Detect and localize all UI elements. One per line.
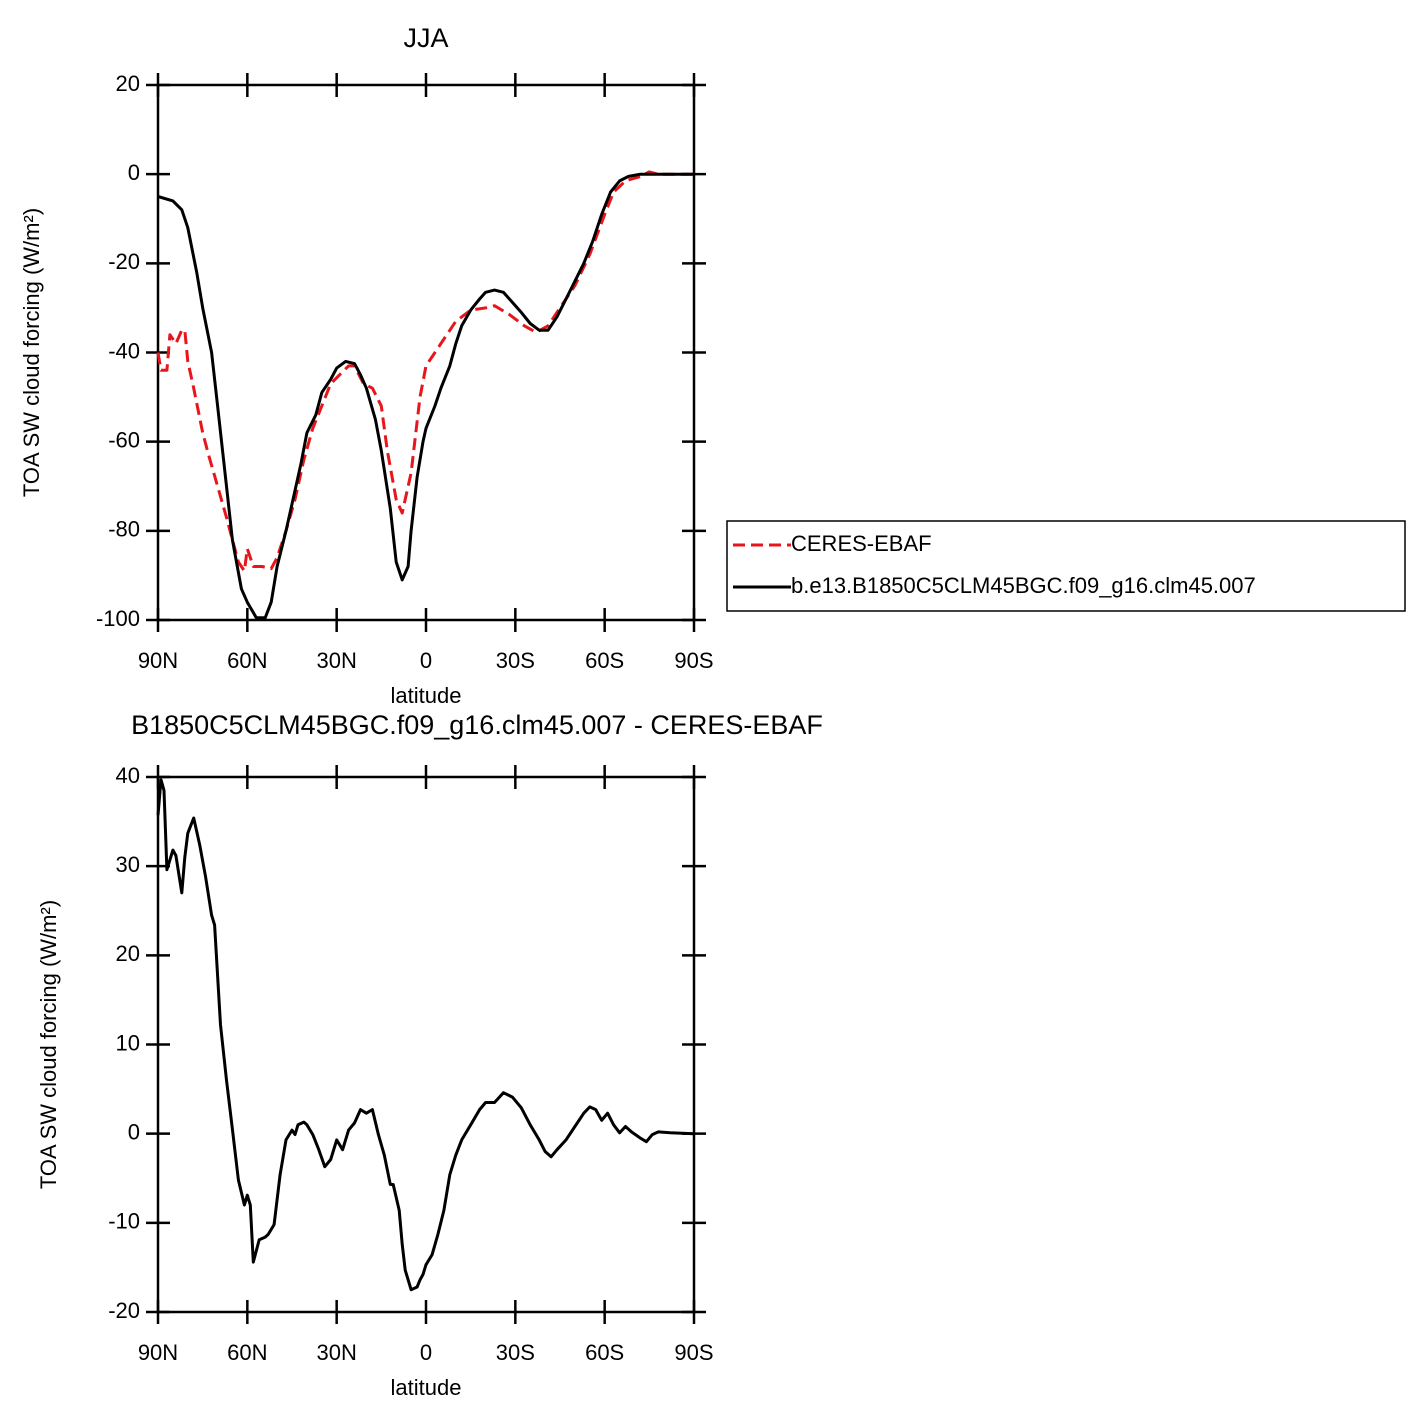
y-tick-label: -10	[108, 1209, 140, 1234]
x-tick-label: 90N	[138, 1340, 178, 1365]
y-tick-label: 0	[128, 1119, 140, 1144]
data-line	[156, 778, 695, 1292]
x-tick-label: 0	[420, 648, 432, 673]
x-tick-label: 30N	[316, 648, 356, 673]
y-tick-label: 40	[116, 763, 140, 788]
y-axis-label: TOA SW cloud forcing (W/m²)	[36, 900, 61, 1189]
x-tick-label: 30S	[496, 648, 535, 673]
x-tick-label: 60N	[227, 1340, 267, 1365]
y-tick-label: 20	[116, 941, 140, 966]
chart-title: B1850C5CLM45BGC.f09_g16.clm45.007 - CERE…	[131, 710, 823, 740]
x-tick-label: 60S	[585, 1340, 624, 1365]
y-tick-label: 0	[128, 160, 140, 185]
x-tick-label: 90S	[674, 648, 713, 673]
x-tick-label: 90S	[674, 1340, 713, 1365]
y-tick-label: -20	[108, 1298, 140, 1323]
plot-frame	[156, 775, 696, 1314]
legend-box	[726, 520, 1406, 612]
x-tick-label: 30N	[316, 1340, 356, 1365]
y-tick-label: -60	[108, 427, 140, 452]
x-tick-label: 60N	[227, 648, 267, 673]
x-tick-label: 90N	[138, 648, 178, 673]
x-tick-label: 30S	[496, 1340, 535, 1365]
legend-label: b.e13.B1850C5CLM45BGC.f09_g16.clm45.007	[791, 573, 1256, 598]
legend-label: CERES-EBAF	[791, 531, 932, 556]
data-line	[157, 172, 694, 620]
x-tick-label: 0	[420, 1340, 432, 1365]
y-tick-label: -100	[96, 606, 140, 631]
y-tick-label: 10	[116, 1030, 140, 1055]
y-tick-label: -20	[108, 249, 140, 274]
x-axis-label: latitude	[391, 1375, 462, 1400]
y-tick-label: 20	[116, 71, 140, 96]
x-tick-label: 60S	[585, 648, 624, 673]
y-tick-label: -40	[108, 338, 140, 363]
y-tick-label: -80	[108, 517, 140, 542]
data-line	[156, 170, 694, 573]
plot-frame	[156, 83, 696, 622]
x-axis-label: latitude	[391, 683, 462, 708]
y-axis-label: TOA SW cloud forcing (W/m²)	[19, 208, 44, 497]
legend: CERES-EBAF b.e13.B1850C5CLM45BGC.f09_g16.…	[726, 520, 1406, 612]
chart-title: JJA	[403, 23, 448, 53]
y-tick-label: 30	[116, 852, 140, 877]
